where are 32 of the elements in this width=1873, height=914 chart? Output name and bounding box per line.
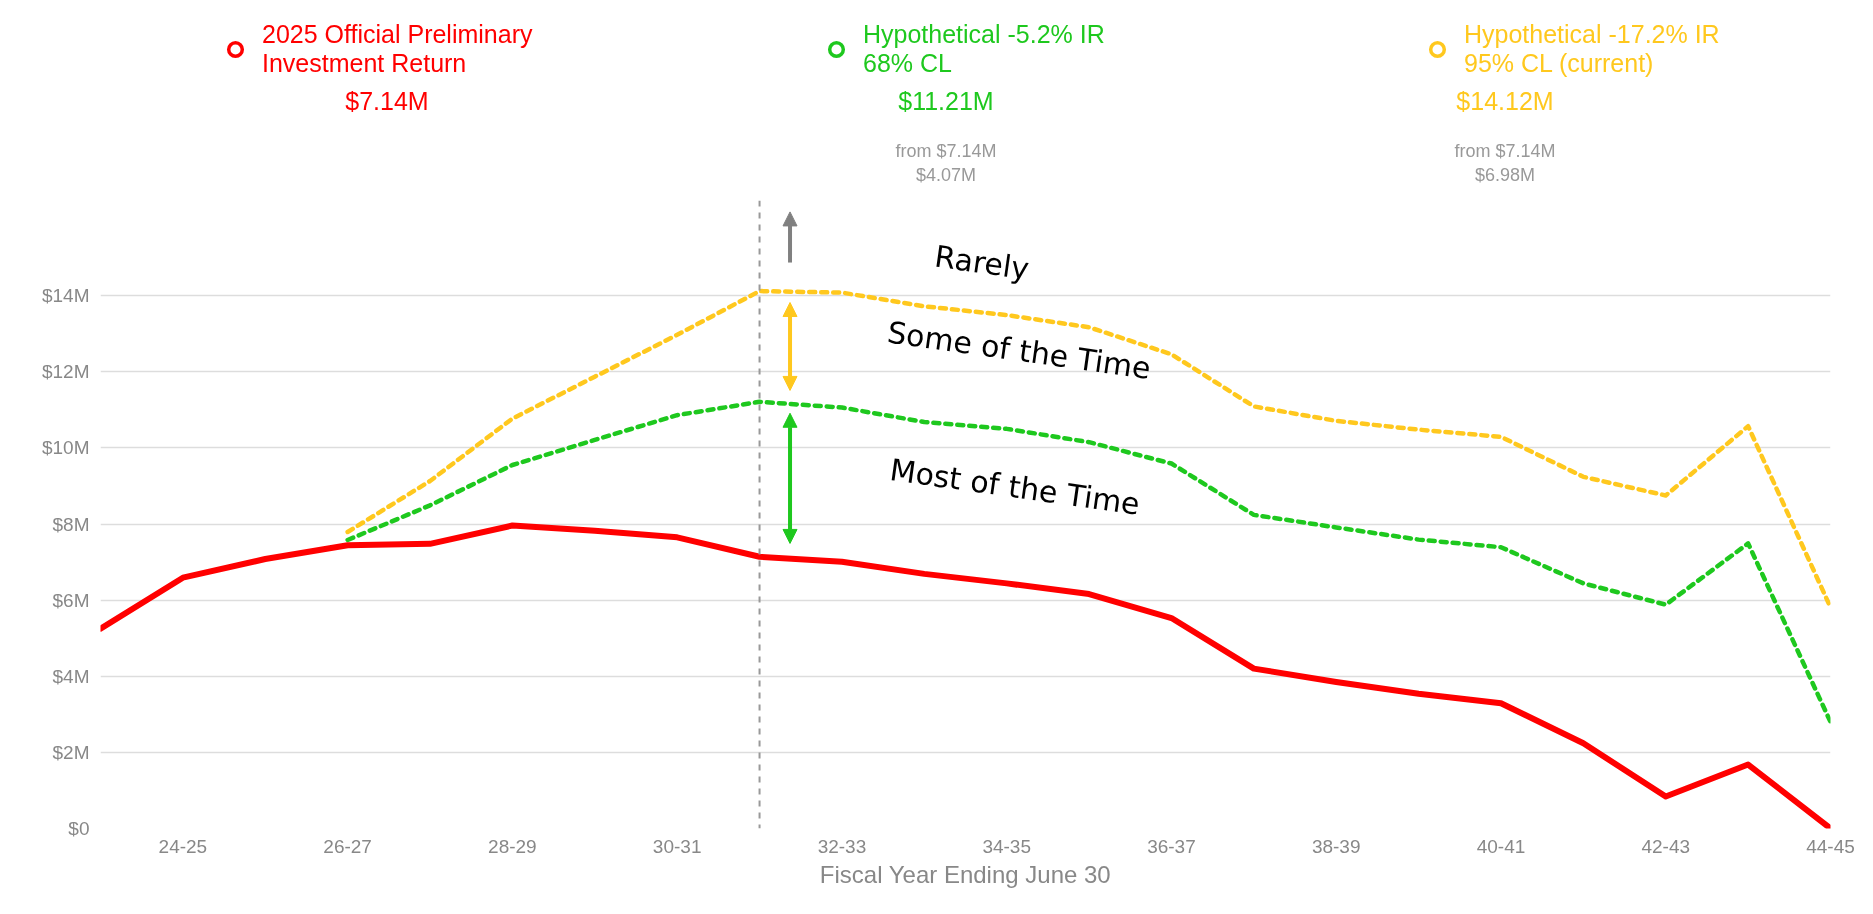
x-tick-label: 26-27 [323,835,372,857]
y-tick-label: $4M [52,665,90,687]
text: from $7.14M $6.98M [1454,140,1556,185]
x-tick-label: 24-25 [158,835,208,857]
y-tick-label: $6M [52,589,90,611]
text: $11.21M [898,86,994,115]
text: $7.14M [345,86,429,115]
text: from $7.14M $4.07M [895,140,997,185]
annotation: Rarely [932,238,1032,287]
y-tick-label: $2M [52,741,90,763]
annotation: Some of the Time [885,314,1153,387]
x-tick-label: 44-45 [1806,835,1855,857]
x-axis-title: Fiscal Year Ending June 30 [819,860,1111,888]
x-tick-label: 34-35 [982,835,1031,857]
legend-label: Hypothetical -5.2% IR 68% CL [863,20,1105,78]
annotation: Most of the Time [887,452,1143,522]
y-tick-label: $14M [41,285,90,307]
y-tick-label: $12M [41,361,90,383]
x-tick-label: 32-33 [817,835,867,857]
y-tick-label: $0 [68,818,90,839]
legend-label: Hypothetical -17.2% IR 95% CL (current) [1464,20,1720,78]
x-tick-label: 40-41 [1476,835,1526,857]
y-tick-label: $8M [52,513,90,535]
x-tick-label: 30-31 [652,835,702,857]
legend-label: 2025 Official Preliminary Investment Return [262,20,533,78]
x-tick-label: 36-37 [1147,835,1196,857]
text: $14.12M [1456,86,1554,115]
x-tick-label: 38-39 [1311,835,1361,857]
y-tick-label: $10M [41,437,90,459]
x-tick-label: 42-43 [1641,835,1691,857]
line-series [345,399,1831,725]
x-tick-label: 28-29 [488,835,537,857]
